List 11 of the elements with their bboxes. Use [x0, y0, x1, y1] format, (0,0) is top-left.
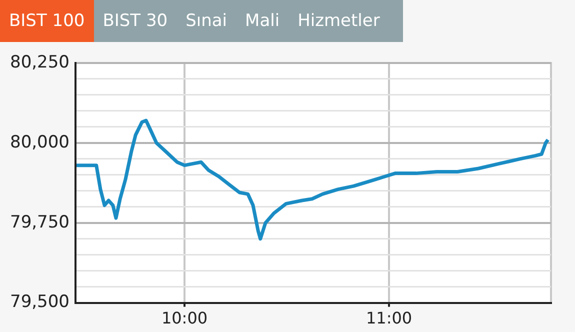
x-tick-label: 11:00	[366, 308, 412, 328]
text: BIST 30	[102, 10, 169, 33]
y-tick-label: 80,000	[10, 132, 70, 152]
text: Mali	[244, 10, 281, 33]
text: Sınai	[184, 10, 228, 33]
chart-title: BIST 100	[0, 0, 94, 42]
x-tick-label: 10:00	[161, 308, 208, 328]
text: Hizmetler	[296, 10, 381, 33]
y-tick-label: 80,250	[10, 52, 70, 72]
y-tick-label: 79,750	[10, 212, 70, 232]
y-tick-label: 79,500	[10, 292, 70, 312]
